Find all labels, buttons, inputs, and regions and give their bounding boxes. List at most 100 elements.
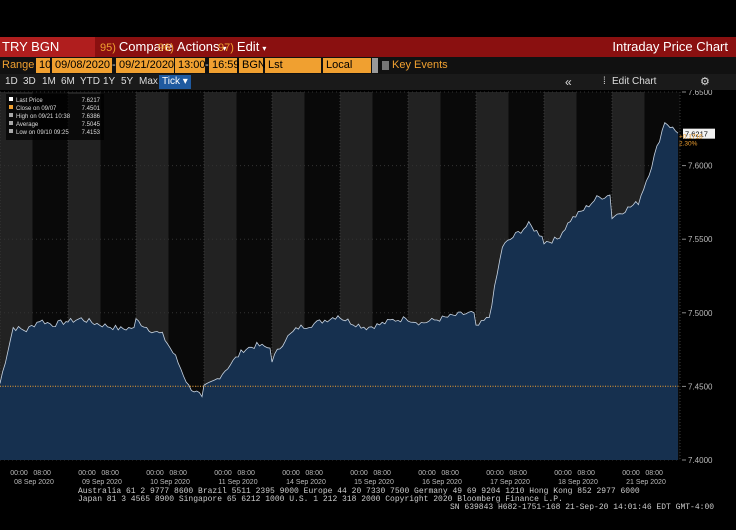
x-tick-label: 08:00	[441, 470, 459, 477]
legend-box	[6, 94, 104, 140]
edit-chart-button[interactable]: Edit Chart	[612, 76, 657, 87]
menu-label: Actions	[176, 39, 220, 54]
x-day-label: 14 Sep 2020	[286, 479, 326, 486]
tick-select[interactable]: Tick ▾	[159, 75, 191, 89]
range-3d[interactable]: 3D	[23, 76, 36, 87]
x-tick-label: 08:00	[373, 470, 391, 477]
ticker-field[interactable]: TRY BGN Curncy	[0, 37, 95, 74]
x-tick-label: 00:00	[78, 470, 96, 477]
legend-swatch	[9, 97, 13, 101]
chevron-down-icon: ▾	[222, 44, 227, 53]
price-area	[0, 122, 678, 460]
edit-chart-icon[interactable]: ⁞	[603, 76, 606, 87]
menu-label: Edit	[236, 39, 260, 54]
x-tick-label: 00:00	[554, 470, 572, 477]
compare-menu[interactable]: 95) Compare	[100, 37, 172, 57]
start-date-field[interactable]: 09/08/2020	[52, 58, 112, 73]
x-tick-label: 00:00	[486, 470, 504, 477]
legend-label: Low on 09/10 09:25	[16, 130, 69, 136]
y-axis: 7.4000 7.4500 7.5000 7.5500 7.6000 7.6500	[682, 90, 713, 465]
x-day-label: 08 Sep 2020	[14, 479, 54, 486]
footer-line-3: SN 639843 H682-1751-168 21-Sep-20 14:01:…	[450, 503, 715, 512]
footer-line-2: Japan 81 3 4565 8900 Singapore 65 6212 1…	[78, 495, 563, 504]
legend: Last Price 7.6217 Close on 09/07 7.4501 High…	[6, 94, 104, 140]
y-tick-label: 7.6000	[688, 162, 713, 171]
x-tick-label: 00:00	[214, 470, 232, 477]
legend-label: High on 09/21 10:38	[16, 114, 71, 120]
currency-dropdown-icon[interactable]	[372, 58, 378, 73]
x-tick-label: 08:00	[645, 470, 663, 477]
key-events-label[interactable]: Key Events	[392, 59, 448, 71]
legend-swatch	[9, 113, 13, 117]
x-day-label: 09 Sep 2020	[82, 479, 122, 486]
x-tick-label: 08:00	[33, 470, 51, 477]
legend-value: 7.4153	[82, 130, 101, 136]
last-price-label: 7.6217	[685, 130, 708, 139]
date-dash: -	[112, 59, 116, 71]
x-tick-label: 00:00	[282, 470, 300, 477]
legend-swatch	[9, 121, 13, 125]
legend-value: 7.6386	[82, 114, 101, 120]
key-events-checkbox[interactable]	[382, 61, 389, 70]
y-tick-label: 7.6500	[688, 90, 713, 97]
legend-swatch	[9, 105, 13, 109]
x-day-label: 18 Sep 2020	[558, 479, 598, 486]
x-day-label: 10 Sep 2020	[150, 479, 190, 486]
y-tick-label: 7.5000	[688, 309, 713, 318]
legend-value: 7.6217	[82, 98, 101, 104]
menu-label: Compare	[118, 39, 173, 54]
start-time-field[interactable]: 13:00	[175, 58, 206, 73]
price-chart: 7.4000 7.4500 7.5000 7.5500 7.6000 7.6500 00:…	[0, 90, 715, 486]
range-num-field[interactable]: 10	[36, 58, 51, 73]
legend-label: Average	[16, 122, 39, 128]
chevron-down-icon: ▾	[262, 44, 267, 53]
range-5y[interactable]: 5Y	[121, 76, 134, 87]
x-tick-label: 08:00	[577, 470, 595, 477]
y-tick-label: 7.4000	[688, 456, 713, 465]
x-tick-label: 08:00	[305, 470, 323, 477]
legend-label: Close on 09/07	[16, 106, 57, 112]
change-label: +0.1716	[679, 134, 703, 141]
x-day-label: 21 Sep 2020	[626, 479, 666, 486]
range-max[interactable]: Max	[139, 76, 158, 87]
x-axis: 00:00 08:00 08 Sep 2020 00:00 08:00 09 Sep 20…	[10, 470, 666, 486]
collapse-icon[interactable]: «	[565, 75, 572, 89]
change-pct-label: 2.30%	[679, 141, 698, 148]
time-dash: -	[205, 59, 209, 71]
menu-num: 97)	[218, 42, 234, 54]
footer: Australia 61 2 9777 8600 Brazil 5511 239…	[0, 488, 736, 512]
x-tick-label: 00:00	[146, 470, 164, 477]
x-tick-label: 08:00	[101, 470, 119, 477]
x-tick-label: 00:00	[350, 470, 368, 477]
legend-label: Last Price	[16, 98, 43, 104]
menu-num: 95)	[100, 42, 116, 54]
range-label: Range	[2, 59, 35, 71]
field-select[interactable]: Lst Trd/Lst P	[265, 58, 321, 86]
footer-line-1: Australia 61 2 9777 8600 Brazil 5511 239…	[78, 487, 640, 496]
range-1d[interactable]: 1D	[5, 76, 18, 87]
end-date-field[interactable]: 09/21/2020	[116, 58, 174, 73]
gear-icon[interactable]: ⚙	[700, 76, 710, 88]
legend-value: 7.4501	[82, 106, 101, 112]
x-tick-label: 08:00	[169, 470, 187, 477]
range-1m[interactable]: 1M	[42, 76, 56, 87]
x-tick-label: 08:00	[237, 470, 255, 477]
header-bar	[0, 37, 736, 57]
window-title: Intraday Price Chart	[612, 39, 728, 54]
range-6m[interactable]: 6M	[61, 76, 75, 87]
end-time-field[interactable]: 16:59	[209, 58, 240, 73]
range-1y[interactable]: 1Y	[103, 76, 116, 87]
x-tick-label: 00:00	[10, 470, 28, 477]
x-day-label: 16 Sep 2020	[422, 479, 462, 486]
legend-value: 7.5045	[82, 122, 101, 128]
range-ytd[interactable]: YTD	[80, 76, 100, 87]
edit-menu[interactable]: 97) Edit ▾	[218, 37, 266, 57]
x-tick-label: 08:00	[509, 470, 527, 477]
currency-select[interactable]: Local CCY	[323, 58, 371, 86]
source-field[interactable]: BGN	[239, 58, 266, 73]
actions-menu[interactable]: 96) Actions ▾	[158, 37, 227, 57]
last-price-tag	[683, 128, 715, 139]
x-tick-label: 00:00	[622, 470, 640, 477]
x-tick-label: 00:00	[418, 470, 436, 477]
